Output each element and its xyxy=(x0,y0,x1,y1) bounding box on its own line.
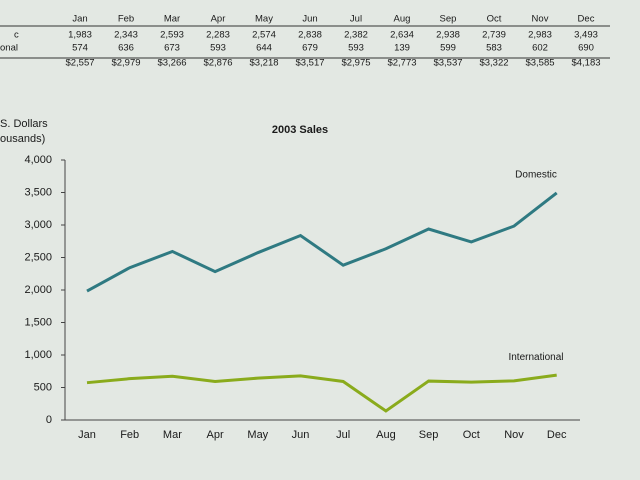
series-line xyxy=(86,191,558,293)
table-cell: 2,634 xyxy=(390,30,414,41)
table-cell: 139 xyxy=(394,43,410,54)
table-header: Jan xyxy=(72,14,87,25)
table-header: Oct xyxy=(487,14,502,25)
table-header: Aug xyxy=(394,14,411,25)
table-cell: $2,557 xyxy=(65,58,94,69)
y-tick-label: 3,500 xyxy=(24,186,52,198)
table-cell: 3,493 xyxy=(574,30,598,41)
legend-label: Domestic xyxy=(515,170,557,181)
row-label: c xyxy=(14,30,19,41)
table-cell: $2,979 xyxy=(111,58,140,69)
table-cell: 593 xyxy=(210,43,226,54)
x-tick-label: Aug xyxy=(376,429,396,441)
table-cell: $3,585 xyxy=(525,58,554,69)
x-tick-label: Nov xyxy=(504,429,524,441)
table-cell: 599 xyxy=(440,43,456,54)
table-cell: 1,983 xyxy=(68,30,92,41)
y-tick-label: 3,000 xyxy=(24,219,52,231)
table-cell: 673 xyxy=(164,43,180,54)
table-header: Jul xyxy=(350,14,362,25)
x-tick-label: May xyxy=(247,429,268,441)
x-tick-label: Jun xyxy=(292,429,310,441)
table-cell: $2,975 xyxy=(341,58,370,69)
x-tick-label: Dec xyxy=(547,429,567,441)
table-cell: 644 xyxy=(256,43,272,54)
legend-label: International xyxy=(508,352,563,363)
table-cell: 2,574 xyxy=(252,30,276,41)
table-cell: 2,983 xyxy=(528,30,552,41)
table-cell: $2,876 xyxy=(203,58,232,69)
table-cell: 636 xyxy=(118,43,134,54)
table-header: Jun xyxy=(302,14,317,25)
table-cell: 574 xyxy=(72,43,88,54)
y-tick-label: 2,500 xyxy=(24,251,52,263)
table-header: Mar xyxy=(164,14,180,25)
table-header: Dec xyxy=(578,14,595,25)
y-tick-label: 4,000 xyxy=(24,154,52,166)
table-cell: 2,343 xyxy=(114,30,138,41)
table-cell: 2,739 xyxy=(482,30,506,41)
table-cell: 583 xyxy=(486,43,502,54)
x-tick-label: Oct xyxy=(463,429,480,441)
table-cell: $3,266 xyxy=(157,58,186,69)
y-axis-label: ousands) xyxy=(0,133,45,145)
x-tick-label: Jul xyxy=(336,429,350,441)
table-cell: $3,218 xyxy=(249,58,278,69)
table-cell: $3,517 xyxy=(295,58,324,69)
x-tick-label: Sep xyxy=(419,429,439,441)
table-header: Sep xyxy=(440,14,457,25)
table-cell: $3,537 xyxy=(433,58,462,69)
y-tick-label: 2,000 xyxy=(24,284,52,296)
x-tick-label: Mar xyxy=(163,429,182,441)
table-cell: 690 xyxy=(578,43,594,54)
y-axis-label: S. Dollars xyxy=(0,118,48,130)
table-cell: 593 xyxy=(348,43,364,54)
table-cell: 2,938 xyxy=(436,30,460,41)
y-tick-label: 0 xyxy=(46,414,52,426)
x-tick-label: Feb xyxy=(120,429,139,441)
table-header: May xyxy=(255,14,273,25)
table-cell: 2,382 xyxy=(344,30,368,41)
table-cell: 679 xyxy=(302,43,318,54)
chart-title: 2003 Sales xyxy=(272,124,328,136)
table-header: Feb xyxy=(118,14,134,25)
table-header: Apr xyxy=(211,14,226,25)
x-tick-label: Jan xyxy=(78,429,96,441)
series-line xyxy=(86,373,557,413)
x-tick-label: Apr xyxy=(207,429,224,441)
table-cell: 2,838 xyxy=(298,30,322,41)
table-cell: 602 xyxy=(532,43,548,54)
table-cell: 2,283 xyxy=(206,30,230,41)
table-header: Nov xyxy=(532,14,549,25)
table-cell: 2,593 xyxy=(160,30,184,41)
table-cell: $2,773 xyxy=(387,58,416,69)
y-tick-label: 500 xyxy=(34,381,52,393)
row-label: onal xyxy=(0,43,18,54)
table-cell: $3,322 xyxy=(479,58,508,69)
table-cell: $4,183 xyxy=(571,58,600,69)
y-tick-label: 1,500 xyxy=(24,316,52,328)
y-tick-label: 1,000 xyxy=(24,349,52,361)
